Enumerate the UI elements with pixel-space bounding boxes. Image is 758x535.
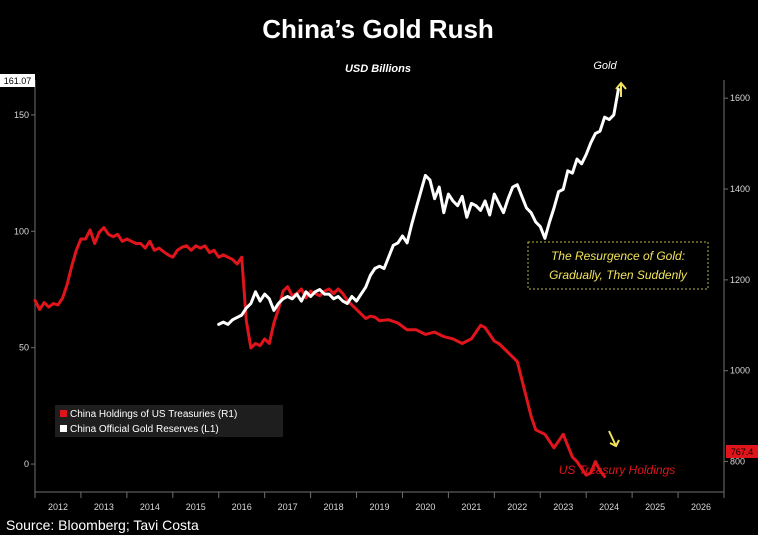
x-tick-label-2020: 2020 [415, 502, 435, 512]
legend-swatch-treasuries [60, 410, 67, 417]
x-tick-label-2012: 2012 [48, 502, 68, 512]
left-tick-label-50: 50 [19, 343, 29, 353]
chart-subtitle: USD Billions [345, 63, 411, 75]
treasury-down-arrow-icon [608, 430, 620, 448]
x-tick-label-2026: 2026 [691, 502, 711, 512]
source-bar [0, 514, 758, 535]
x-tick-label-2014: 2014 [140, 502, 160, 512]
callout-line-2: Gradually, Then Suddenly [549, 268, 688, 282]
right-tick-label-1200: 1200 [730, 275, 750, 285]
left-axis-ticks: 150 100 50 0 [14, 110, 35, 469]
x-axis-ticks: 2012 2013 2014 2015 2016 2017 2018 2019 2020 2021… [34, 492, 725, 512]
gold-label: Gold [593, 60, 617, 72]
series-line-gold [217, 87, 620, 326]
series-line-treasuries [33, 226, 607, 479]
x-tick-label-2024: 2024 [599, 502, 619, 512]
right-tick-label-1600: 1600 [730, 93, 750, 103]
left-tick-label-150: 150 [14, 110, 29, 120]
x-tick-label-2018: 2018 [324, 502, 344, 512]
legend-swatch-gold [60, 425, 67, 432]
left-tick-label-100: 100 [14, 226, 29, 236]
right-tick-label-1400: 1400 [730, 184, 750, 194]
callout-box: The Resurgence of Gold: Gradually, Then … [527, 241, 709, 290]
last-value-right-text: 767.4 [731, 447, 754, 457]
legend: China Holdings of US Treasuries (R1) Chi… [55, 405, 283, 437]
x-tick-label-2013: 2013 [94, 502, 114, 512]
chart-title: China’s Gold Rush [262, 14, 494, 44]
right-tick-label-1000: 1000 [730, 366, 750, 376]
source-text: Source: Bloomberg; Tavi Costa [6, 517, 199, 533]
callout-line-1: The Resurgence of Gold: [551, 249, 685, 263]
left-tick-label-0: 0 [24, 459, 29, 469]
x-tick-label-2015: 2015 [186, 502, 206, 512]
x-tick-label-2025: 2025 [645, 502, 665, 512]
last-value-right: 767.4 [726, 445, 758, 458]
x-tick-label-2019: 2019 [369, 502, 389, 512]
last-value-left-text: 161.07 [4, 76, 32, 86]
last-value-left: 161.07 [0, 74, 35, 87]
x-tick-label-2017: 2017 [278, 502, 298, 512]
legend-label-treasuries: China Holdings of US Treasuries (R1) [70, 409, 237, 420]
x-tick-label-2016: 2016 [232, 502, 252, 512]
x-tick-label-2023: 2023 [553, 502, 573, 512]
x-tick-label-2021: 2021 [461, 502, 481, 512]
legend-label-gold: China Official Gold Reserves (L1) [70, 424, 219, 435]
right-tick-label-800: 800 [730, 457, 745, 467]
gold-up-arrow-icon [615, 81, 627, 97]
x-tick-label-2022: 2022 [507, 502, 527, 512]
treasury-label: US Treasury Holdings [559, 463, 675, 477]
right-axis-ticks: 1600 1400 1200 1000 800 [724, 93, 750, 467]
